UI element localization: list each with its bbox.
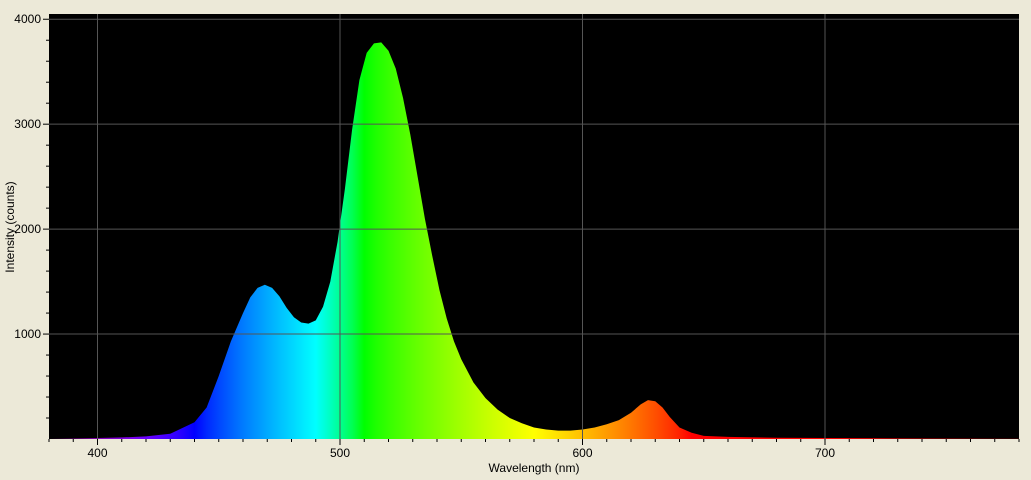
y-tick-label: 3000 — [14, 117, 41, 131]
plot-area — [49, 14, 1019, 439]
x-tick-label: 500 — [330, 446, 350, 460]
x-tick-label: 700 — [815, 446, 835, 460]
grid-lines — [49, 14, 1019, 439]
y-axis-title: Intensity (counts) — [3, 181, 17, 272]
x-tick-labels: 400 500 600 700 — [87, 446, 835, 460]
x-tick-label: 400 — [87, 446, 107, 460]
y-tick-label: 4000 — [14, 12, 41, 26]
y-tick-label: 2000 — [14, 222, 41, 236]
x-tick-label: 600 — [572, 446, 592, 460]
x-axis-title: Wavelength (nm) — [489, 461, 580, 475]
spectrum-series — [49, 42, 1019, 439]
series-layer — [49, 42, 1019, 439]
tick-marks — [43, 18, 1020, 445]
y-tick-label: 1000 — [14, 327, 41, 341]
y-tick-labels: 1000 2000 3000 4000 — [14, 12, 41, 341]
